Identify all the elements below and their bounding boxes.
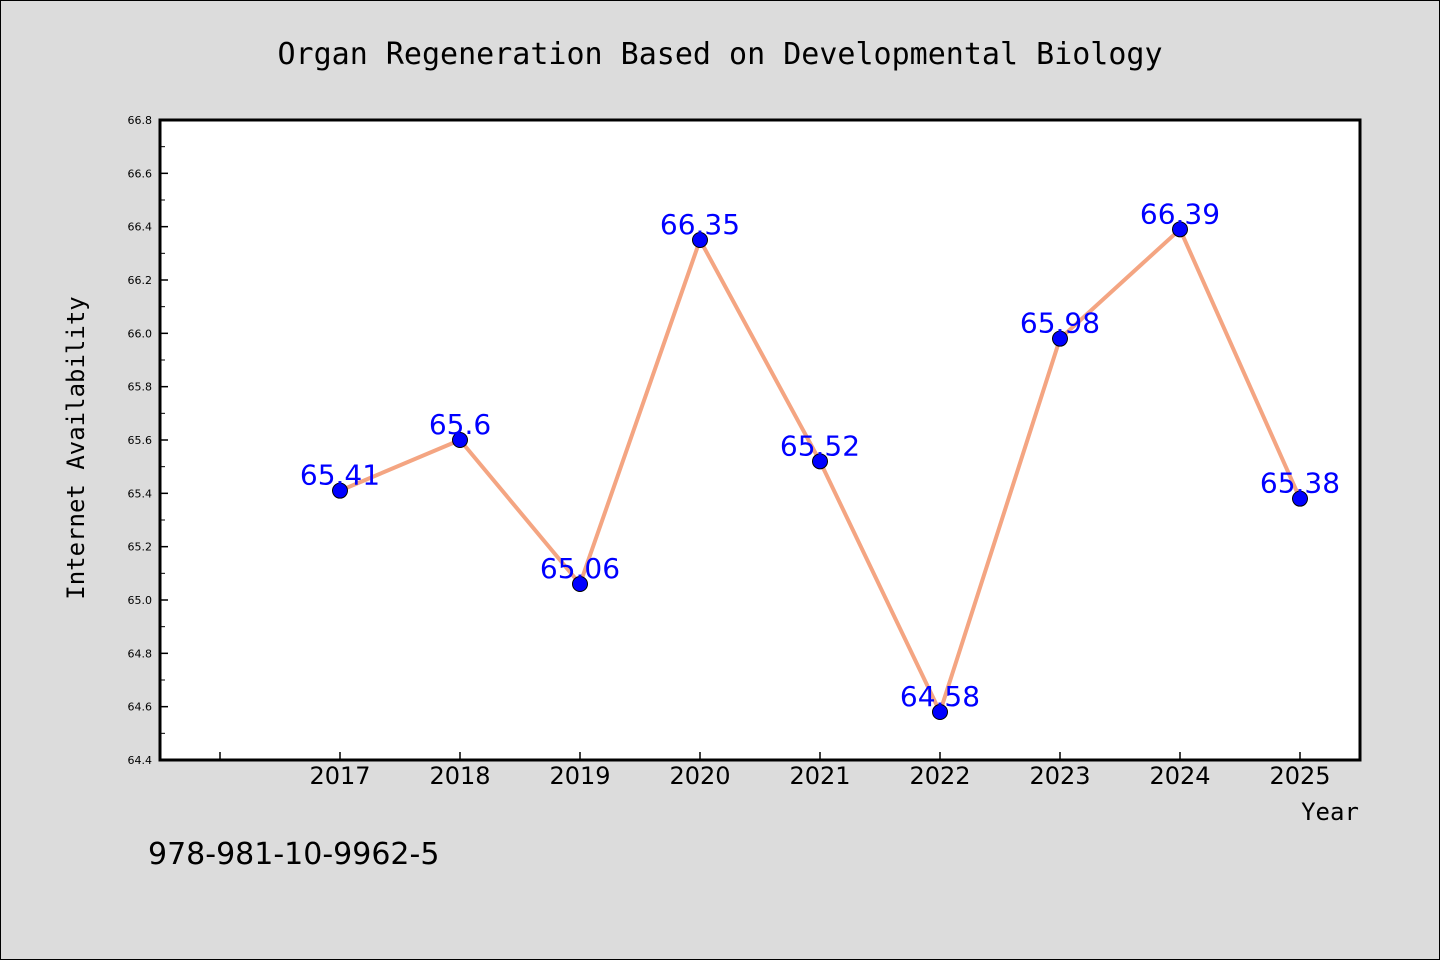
data-point-label: 66.39 bbox=[1140, 197, 1220, 230]
y-tick-label: 64.8 bbox=[128, 647, 153, 660]
data-point-label: 65.98 bbox=[1020, 307, 1100, 340]
y-tick-label: 66.2 bbox=[128, 274, 153, 287]
y-tick-label: 66.0 bbox=[128, 327, 153, 340]
data-point-label: 65.41 bbox=[300, 459, 380, 492]
series-markers bbox=[332, 221, 1308, 720]
x-tick-label: 2018 bbox=[429, 762, 490, 790]
data-point-marker bbox=[1292, 490, 1308, 507]
x-tick-label: 2022 bbox=[909, 762, 970, 790]
plot-area bbox=[158, 118, 1362, 762]
data-point-marker bbox=[332, 482, 348, 499]
y-tick-label: 66.8 bbox=[128, 114, 153, 127]
y-tick-label: 65.4 bbox=[128, 487, 153, 500]
y-tick-label: 65.2 bbox=[128, 541, 153, 554]
data-point-marker bbox=[932, 704, 948, 720]
y-axis-label: Internet Availability bbox=[62, 296, 90, 599]
x-tick-label: 2025 bbox=[1269, 762, 1330, 790]
data-point-label: 65.06 bbox=[540, 552, 620, 585]
x-tick-label: 2023 bbox=[1029, 762, 1090, 790]
y-axis: 64.4 64.6 64.8 65.0 65.2 65.4 65.6 65.8 66.0 66.2… bbox=[128, 114, 168, 767]
data-point-marker bbox=[692, 232, 708, 248]
data-point-label: 64.58 bbox=[900, 680, 980, 713]
data-point-marker bbox=[1172, 221, 1188, 238]
x-tick-label: 2017 bbox=[309, 762, 370, 790]
x-tick-label: 2021 bbox=[789, 762, 850, 790]
y-tick-label: 66.6 bbox=[128, 167, 153, 180]
y-tick-label: 65.8 bbox=[128, 381, 153, 394]
data-point-marker bbox=[452, 432, 468, 448]
x-axis: 2017 2018 2019 2020 2021 2022 2023 2024 2025 bbox=[219, 752, 1331, 790]
x-tick-label: 2024 bbox=[1149, 762, 1210, 790]
data-point-marker bbox=[572, 576, 588, 592]
data-point-marker bbox=[1052, 330, 1068, 347]
x-tick-label: 2020 bbox=[669, 762, 730, 790]
data-point-label: 65.6 bbox=[429, 408, 491, 441]
data-point-label: 65.38 bbox=[1260, 467, 1340, 500]
x-tick-label: 2019 bbox=[549, 762, 610, 790]
y-tick-label: 65.0 bbox=[128, 594, 153, 607]
y-tick-label: 65.6 bbox=[128, 434, 153, 447]
data-point-marker bbox=[812, 453, 828, 470]
y-tick-label: 64.6 bbox=[128, 701, 153, 714]
y-tick-label: 66.4 bbox=[128, 221, 153, 234]
footer-isbn: 978-981-10-9962-5 bbox=[148, 837, 439, 872]
data-point-label: 65.52 bbox=[780, 429, 860, 462]
data-point-label: 66.35 bbox=[660, 208, 740, 241]
y-tick-label: 64.4 bbox=[128, 754, 153, 767]
data-labels: 65.41 65.6 65.06 66.35 65.52 64.58 65.98 66.39 6… bbox=[300, 197, 1340, 713]
x-axis-label: Year bbox=[1301, 798, 1359, 826]
chart-title: Organ Regeneration Based on Developmenta… bbox=[277, 37, 1162, 72]
